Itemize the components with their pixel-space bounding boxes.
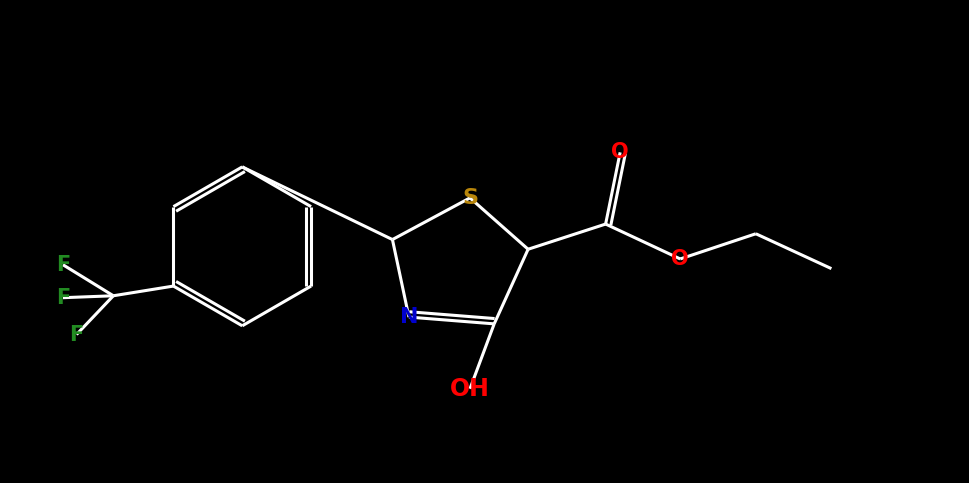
Text: OH: OH — [450, 377, 490, 401]
Text: F: F — [56, 288, 70, 308]
Text: N: N — [399, 307, 419, 327]
Text: O: O — [611, 142, 629, 162]
Text: O: O — [672, 249, 689, 269]
Text: S: S — [462, 188, 478, 208]
Text: F: F — [56, 255, 70, 275]
Text: F: F — [70, 325, 83, 344]
